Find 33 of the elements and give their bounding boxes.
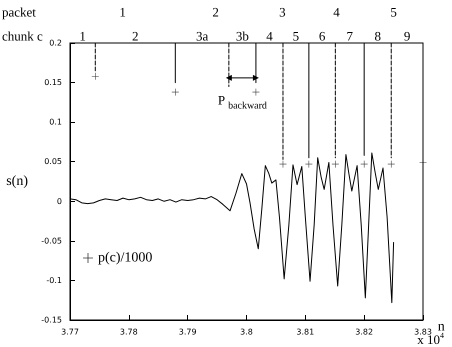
annotation: 5 xyxy=(292,28,300,44)
y-tick-label: 0 xyxy=(56,196,62,206)
annotation: 7 xyxy=(346,28,354,44)
y-tick-label: -0.15 xyxy=(41,316,62,324)
text: 4 xyxy=(333,4,340,20)
annotation: 6 xyxy=(318,28,326,44)
x-tick-label: 3.79 xyxy=(178,328,197,336)
text: 1 xyxy=(119,4,126,20)
annotation: 3b xyxy=(236,28,249,44)
text: chunk c xyxy=(2,28,44,44)
annotation: 4 xyxy=(266,28,274,44)
y-tick-label: 0.15 xyxy=(44,78,62,88)
annotation: 8 xyxy=(374,28,381,44)
x-tick-label: 3.77 xyxy=(61,328,79,336)
y-tick-label: -0.1 xyxy=(46,276,62,285)
y-tick-label: 0.05 xyxy=(44,157,62,166)
x-tick-label: 3.81 xyxy=(296,328,314,336)
text: 5 xyxy=(390,4,397,20)
text: packet xyxy=(2,4,36,20)
annotation: 9 xyxy=(404,28,410,44)
x-tick-label: 3.82 xyxy=(355,328,374,336)
text: 3 xyxy=(279,4,286,20)
x-tick-label: 3.78 xyxy=(120,328,138,336)
x-tick-label: 3.8 xyxy=(240,328,253,336)
y-tick-label: 0.1 xyxy=(49,118,62,127)
annotation: 3a xyxy=(196,28,208,44)
annotation: 1 xyxy=(79,28,86,44)
annotation: 2 xyxy=(132,28,139,44)
legend-label: p(c)/1000 xyxy=(98,250,152,266)
y-tick-label: 0.2 xyxy=(49,38,62,48)
text: 2 xyxy=(212,4,219,20)
y-axis-title: s(n) xyxy=(6,174,28,189)
y-tick-label: -0.05 xyxy=(41,236,62,246)
